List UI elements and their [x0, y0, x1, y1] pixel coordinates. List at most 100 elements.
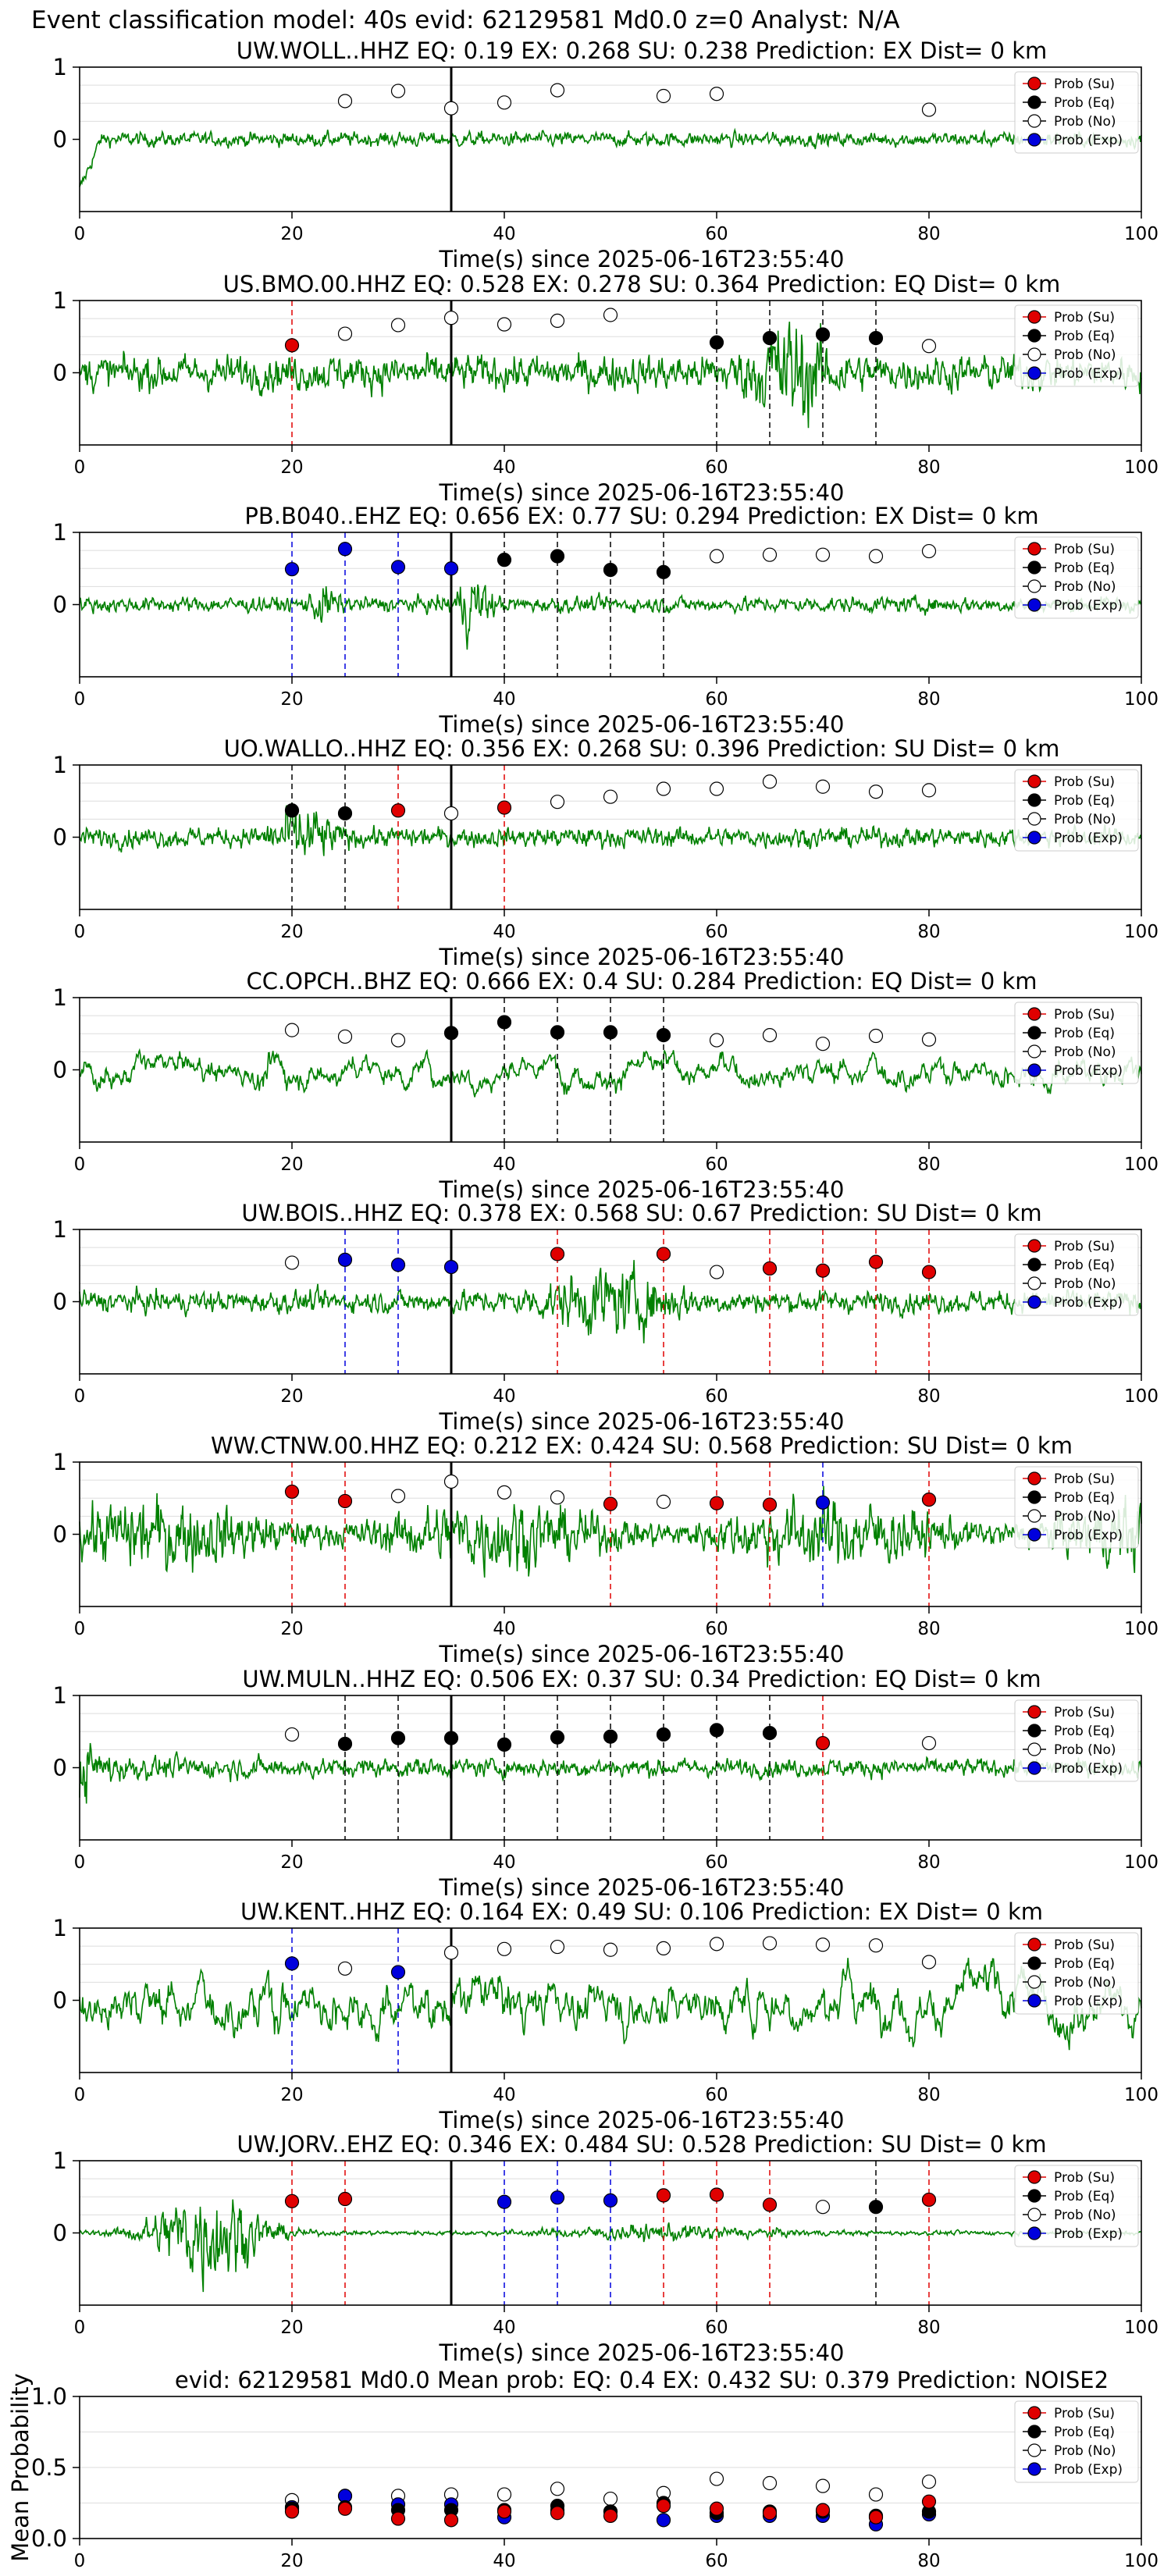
- legend-label-eq: Prob (Eq): [1054, 1724, 1115, 1739]
- prob-marker-no: [390, 1033, 406, 1048]
- prob-marker-no: [709, 87, 724, 101]
- axes-frame: [79, 300, 1142, 446]
- prob-marker-su: [390, 803, 406, 818]
- mean-marker-su: [762, 2506, 778, 2521]
- figure-title: Event classification model: 40s evid: 62…: [31, 6, 900, 34]
- legend-box: [1014, 536, 1139, 619]
- waveform-panel: WW.CTNW.00.HHZ EQ: 0.212 EX: 0.424 SU: 0…: [53, 1432, 1159, 1667]
- mean-marker-su: [603, 2508, 618, 2523]
- legend-marker-exp: [1027, 2462, 1041, 2476]
- panel-title: UW.MULN..HHZ EQ: 0.506 EX: 0.37 SU: 0.34…: [242, 1666, 1041, 1692]
- waveform-trace: [79, 584, 1142, 650]
- y-tick-label: 0: [53, 1521, 67, 1548]
- prob-marker-no: [284, 1255, 300, 1270]
- legend-marker-eq: [1027, 1026, 1041, 1040]
- prob-marker-no: [443, 1945, 459, 1960]
- prob-marker-exp: [497, 2194, 512, 2209]
- legend-label-exp: Prob (Exp): [1054, 366, 1123, 382]
- legend-label-exp: Prob (Exp): [1054, 1761, 1123, 1777]
- prob-marker-no: [709, 1265, 724, 1279]
- legend-marker-su: [1027, 1471, 1041, 1485]
- y-axis-label: Mean Probability: [7, 2373, 34, 2562]
- prob-marker-no: [921, 1735, 937, 1751]
- legend-marker-no: [1027, 114, 1041, 128]
- x-tick-label: 40: [493, 224, 515, 244]
- legend: Prob (Su) Prob (Eq) Prob (No) Prob (Exp): [1014, 1002, 1139, 1084]
- waveform-panel: CC.OPCH..BHZ EQ: 0.666 EX: 0.4 SU: 0.284…: [53, 968, 1159, 1203]
- y-tick-label: 1: [53, 752, 67, 778]
- prob-marker-eq: [656, 1027, 671, 1043]
- prob-marker-no: [921, 102, 937, 117]
- legend-label-su: Prob (Su): [1054, 1937, 1115, 1953]
- x-tick-label: 60: [705, 224, 728, 244]
- waveform-panel: UW.BOIS..HHZ EQ: 0.378 EX: 0.568 SU: 0.6…: [53, 1200, 1159, 1435]
- x-tick-label: 20: [280, 2085, 303, 2105]
- y-tick-label: 0: [53, 824, 67, 851]
- legend-label-eq: Prob (Eq): [1054, 1956, 1115, 1972]
- prob-marker-eq: [550, 1025, 565, 1040]
- x-tick-label: 100: [1124, 2318, 1159, 2338]
- x-tick-label: 20: [280, 2318, 303, 2338]
- y-tick-label: 0: [53, 1289, 67, 1315]
- x-tick-label: 40: [493, 689, 515, 710]
- prob-marker-eq: [656, 564, 671, 579]
- prob-marker-eq: [497, 553, 512, 568]
- x-tick-label: 0: [74, 1155, 86, 1175]
- mean-marker-su: [921, 2494, 937, 2509]
- waveform-trace: [79, 1957, 1142, 2051]
- waveform-panel: UW.KENT..HHZ EQ: 0.164 EX: 0.49 SU: 0.10…: [53, 1898, 1159, 2133]
- x-tick-label: 60: [705, 922, 728, 942]
- x-tick-label: 20: [280, 1155, 303, 1175]
- prob-marker-no: [656, 88, 671, 104]
- prob-marker-su: [921, 1265, 937, 1279]
- legend-box: [1014, 2400, 1139, 2483]
- x-axis-label: Time(s) since 2025-06-16T23:55:40: [439, 711, 845, 738]
- legend-label-exp: Prob (Exp): [1054, 1295, 1123, 1311]
- legend-box: [1014, 769, 1139, 852]
- x-tick-label: 100: [1124, 457, 1159, 478]
- x-tick-label: 80: [917, 1852, 940, 1873]
- prob-marker-eq: [762, 331, 778, 346]
- prob-marker-no: [390, 1489, 406, 1503]
- prob-marker-no: [497, 1485, 512, 1500]
- legend-label-eq: Prob (Eq): [1054, 1258, 1115, 1273]
- x-tick-label: 20: [280, 1619, 303, 1639]
- legend-label-exp: Prob (Exp): [1054, 1994, 1123, 2009]
- legend-marker-no: [1027, 347, 1041, 361]
- x-tick-label: 20: [280, 224, 303, 244]
- waveform-trace: [79, 127, 1142, 187]
- x-tick-label: 20: [280, 1386, 303, 1407]
- legend-marker-su: [1027, 310, 1041, 324]
- legend-box: [1014, 2165, 1139, 2247]
- prob-marker-no: [603, 789, 618, 804]
- prob-marker-no: [815, 2200, 831, 2215]
- prob-marker-no: [762, 774, 778, 789]
- legend-label-no: Prob (No): [1054, 2208, 1116, 2223]
- legend-label-no: Prob (No): [1054, 1975, 1116, 1991]
- legend-label-su: Prob (Su): [1054, 2406, 1115, 2421]
- legend-marker-no: [1027, 579, 1041, 593]
- legend-label-exp: Prob (Exp): [1054, 1528, 1123, 1543]
- legend-marker-su: [1027, 2170, 1041, 2184]
- prob-marker-no: [443, 101, 459, 116]
- prob-marker-no: [443, 1474, 459, 1489]
- legend: Prob (Su) Prob (Eq) Prob (No) Prob (Exp): [1014, 1699, 1139, 1782]
- x-tick-label: 0: [74, 2551, 86, 2571]
- x-tick-label: 0: [74, 922, 86, 942]
- legend-marker-su: [1027, 76, 1041, 91]
- prob-marker-eq: [497, 1015, 512, 1030]
- prob-marker-no: [337, 94, 353, 109]
- x-tick-label: 20: [280, 689, 303, 710]
- panel-title: WW.CTNW.00.HHZ EQ: 0.212 EX: 0.424 SU: 0…: [211, 1432, 1073, 1459]
- x-tick-label: 40: [493, 457, 515, 478]
- prob-marker-no: [390, 84, 406, 98]
- panel-title: UW.WOLL..HHZ EQ: 0.19 EX: 0.268 SU: 0.23…: [237, 37, 1048, 64]
- x-tick-label: 20: [280, 2551, 303, 2571]
- mean-marker-su: [550, 2506, 565, 2521]
- legend-marker-su: [1027, 2406, 1041, 2420]
- x-tick-label: 60: [705, 2551, 728, 2571]
- prob-marker-no: [709, 1937, 724, 1952]
- prob-marker-no: [709, 781, 724, 796]
- legend-marker-eq: [1027, 1490, 1041, 1504]
